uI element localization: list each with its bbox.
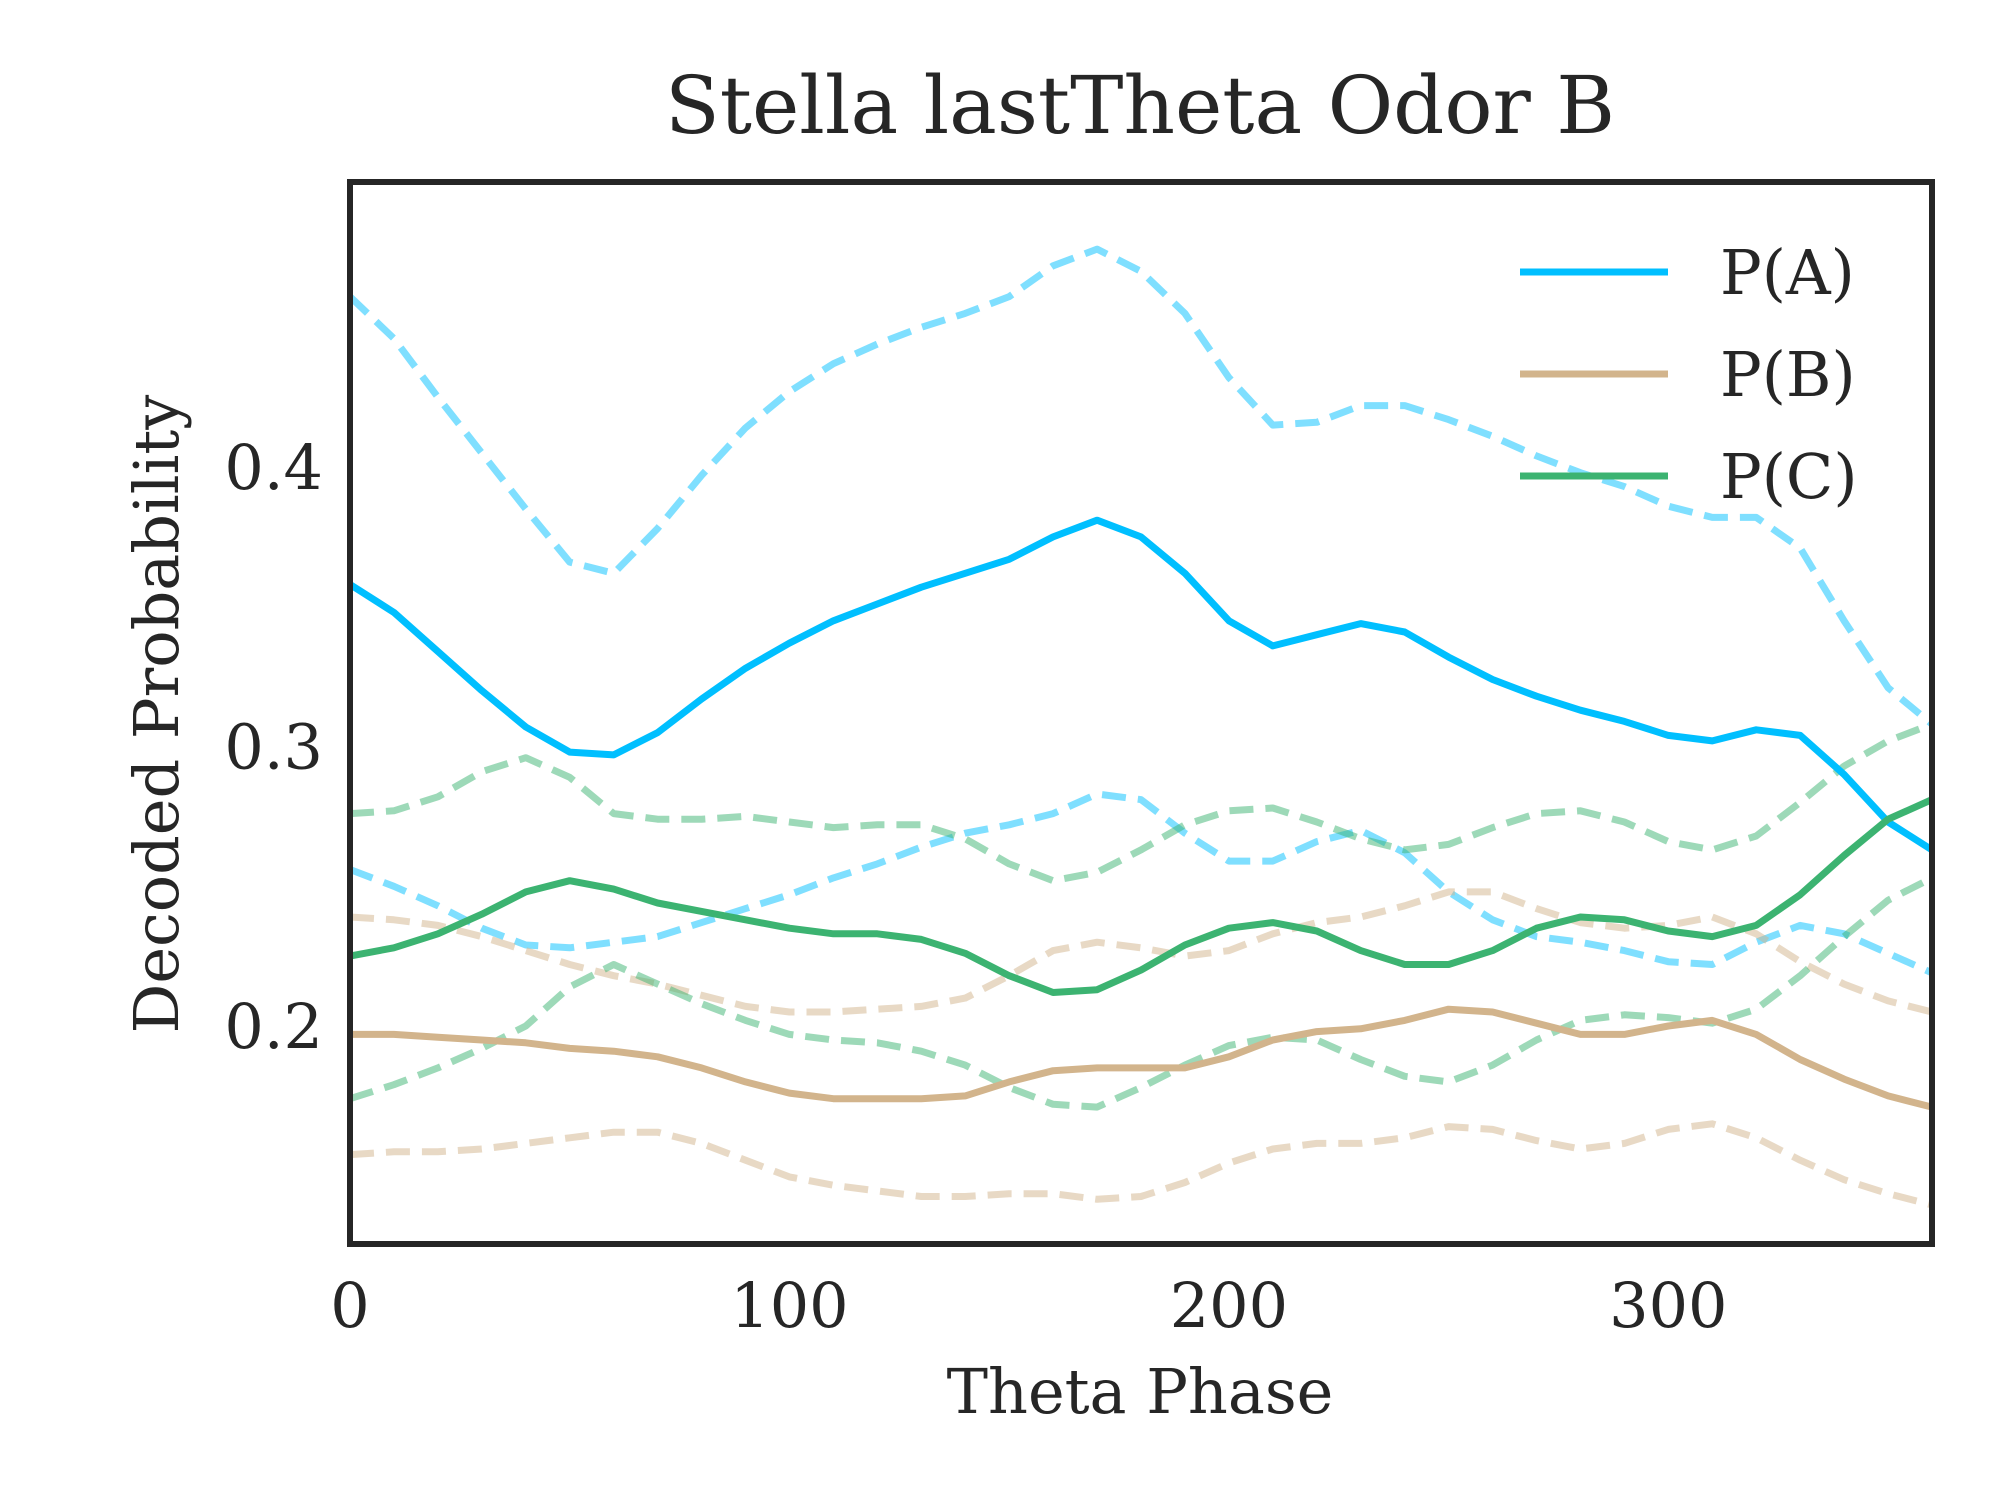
series-p-a-mean-line: [348, 516, 1934, 853]
series-p-c-mean-line: [349, 796, 1934, 996]
series-p-a-upper-bound-line: [347, 245, 1935, 727]
y-axis-ticks: 0.2 0.3 0.4: [224, 431, 323, 1063]
series-p-a-lower-bound-line: [348, 790, 1934, 977]
x-tick-label: 300: [1609, 1269, 1727, 1342]
x-tick-label: 100: [730, 1269, 848, 1342]
legend-label: P(C): [1720, 440, 1858, 513]
legend-label: P(B): [1720, 338, 1856, 411]
confidence-bands: [347, 245, 1935, 1209]
y-axis-label: Decoded Probability: [120, 395, 193, 1034]
plot-frame: [347, 179, 1935, 1247]
x-axis-ticks: 0 100 200 300: [330, 1269, 1727, 1342]
y-tick-label: 0.2: [224, 990, 323, 1063]
y-tick-label: 0.4: [224, 431, 323, 504]
x-axis-label: Theta Phase: [947, 1355, 1334, 1428]
mean-lines: [348, 516, 1934, 1111]
x-tick-label: 0: [330, 1269, 369, 1342]
series-p-b-mean-line: [350, 1005, 1933, 1111]
series-p-b-lower-bound-line: [349, 1120, 1933, 1209]
series-p-c-lower-bound-line: [348, 874, 1934, 1111]
chart-title: Stella lastTheta Odor B: [665, 59, 1615, 152]
x-tick-label: 200: [1170, 1269, 1288, 1342]
series-p-c-upper-bound-line: [349, 720, 1934, 885]
legend: P(A) P(B) P(C): [1520, 236, 1858, 513]
legend-label: P(A): [1720, 236, 1855, 309]
series-p-b-upper-bound-line: [349, 888, 1933, 1016]
y-tick-label: 0.3: [224, 711, 323, 784]
